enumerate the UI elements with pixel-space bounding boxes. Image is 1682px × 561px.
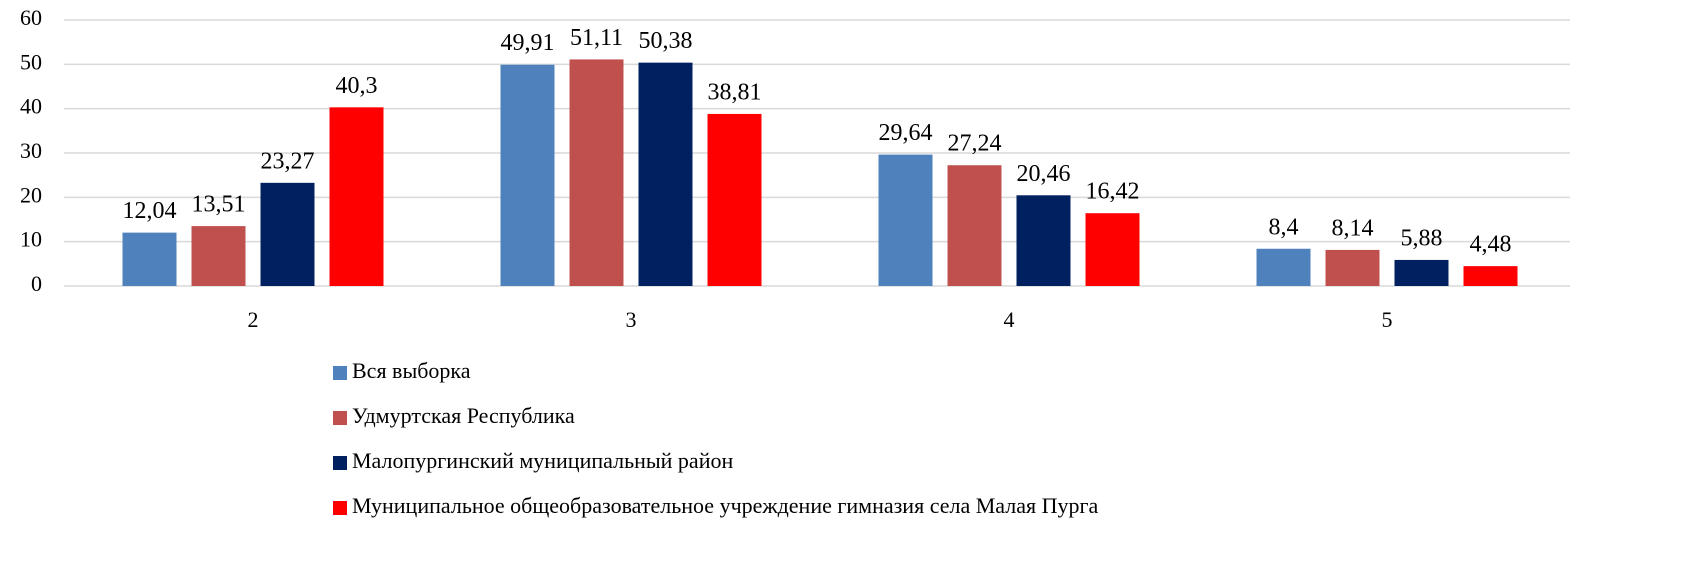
- bar: [122, 232, 177, 286]
- value-label: 8,4: [1269, 214, 1299, 240]
- bar: [191, 226, 246, 286]
- legend-label: Удмуртская Республика: [352, 403, 575, 428]
- value-label: 29,64: [879, 120, 933, 146]
- legend-label: Муниципальное общеобразовательное учрежд…: [352, 493, 1099, 518]
- legend-label: Малопургинский муниципальный район: [352, 448, 733, 473]
- x-tick-label: 4: [1004, 307, 1015, 332]
- value-label: 27,24: [948, 131, 1002, 157]
- bar: [569, 59, 624, 286]
- value-label: 38,81: [708, 79, 762, 105]
- bar: [1394, 259, 1449, 286]
- x-tick-label: 5: [1382, 307, 1393, 332]
- value-label: 51,11: [570, 25, 623, 51]
- bar: [707, 113, 762, 286]
- legend-label: Вся выборка: [352, 358, 471, 383]
- x-tick-label: 2: [248, 307, 259, 332]
- bar: [1256, 248, 1311, 286]
- bar: [878, 154, 933, 286]
- legend-swatch: [333, 366, 347, 380]
- legend-swatch: [333, 456, 347, 470]
- x-tick-label: 3: [626, 307, 637, 332]
- legend-swatch: [333, 501, 347, 515]
- value-label: 4,48: [1470, 232, 1512, 258]
- bar: [1325, 249, 1380, 286]
- y-tick-label: 10: [20, 227, 42, 252]
- value-label: 13,51: [192, 192, 246, 218]
- value-label: 8,14: [1332, 215, 1374, 241]
- bar: [260, 182, 315, 286]
- y-tick-label: 60: [20, 5, 42, 30]
- value-label: 20,46: [1017, 161, 1071, 187]
- bar: [1016, 195, 1071, 286]
- bar: [947, 165, 1002, 286]
- value-label: 12,04: [123, 198, 177, 224]
- y-tick-label: 30: [20, 138, 42, 163]
- y-tick-label: 0: [31, 271, 42, 296]
- y-tick-label: 20: [20, 182, 42, 207]
- legend-swatch: [333, 411, 347, 425]
- bar: [1463, 266, 1518, 286]
- value-label: 50,38: [639, 28, 693, 54]
- bar: [1085, 213, 1140, 286]
- bar: [638, 62, 693, 286]
- y-tick-label: 50: [20, 49, 42, 74]
- value-label: 23,27: [261, 148, 315, 174]
- value-label: 16,42: [1086, 179, 1140, 205]
- bar: [329, 107, 384, 286]
- value-label: 49,91: [501, 30, 555, 56]
- value-label: 40,3: [336, 73, 378, 99]
- bar: [500, 64, 555, 286]
- value-label: 5,88: [1401, 225, 1443, 251]
- y-tick-label: 40: [20, 94, 42, 119]
